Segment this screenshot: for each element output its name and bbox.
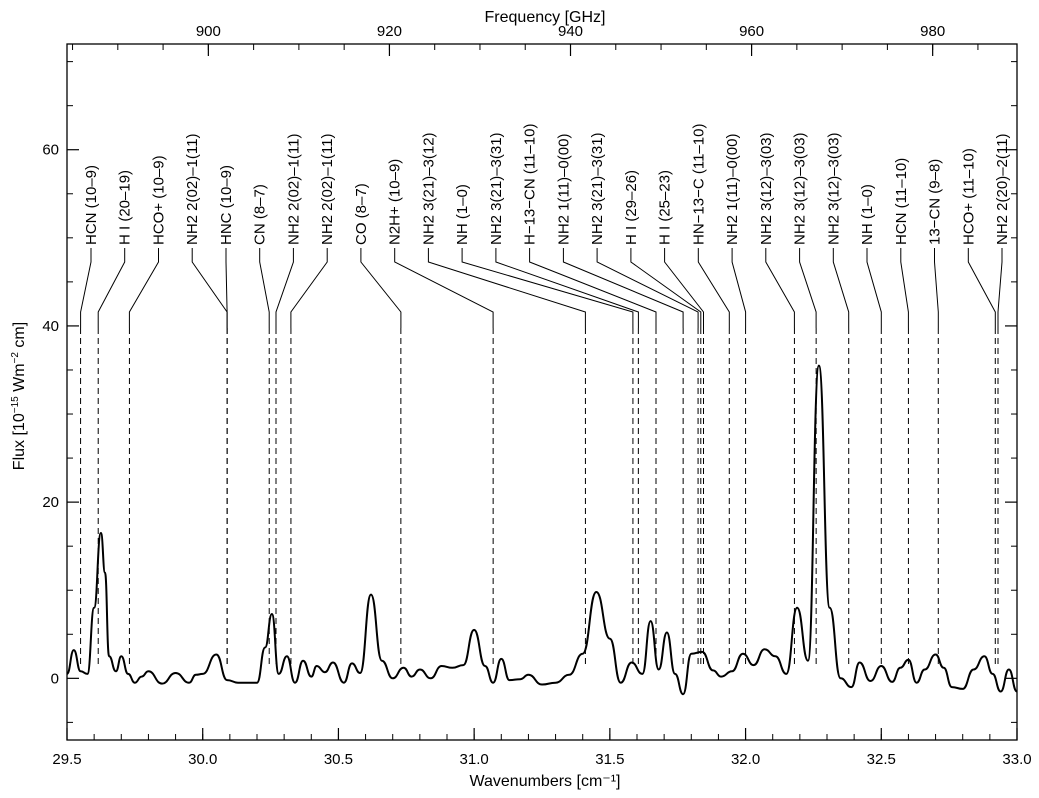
line-leader — [394, 248, 494, 328]
x-tick-label: 32.0 — [731, 751, 760, 768]
y-tick-label: 20 — [42, 494, 59, 511]
line-leader — [900, 248, 909, 328]
x2-tick-label: 900 — [196, 23, 221, 40]
line-leader — [832, 248, 850, 328]
x-tick-label: 31.5 — [595, 751, 624, 768]
line-leader — [562, 248, 684, 328]
line-leader — [664, 248, 704, 328]
line-leader — [128, 248, 159, 328]
x2-tick-label: 980 — [920, 23, 945, 40]
line-label: NH2 3(21)–3(31) — [589, 132, 606, 245]
line-identifications: HCN (10–9) H I (20–19) HCO+ (10–9) NH2 2(02… — [80, 124, 1011, 668]
line-label: N2H+ (10–9) — [387, 159, 404, 245]
line-label: NH (1–0) — [454, 184, 471, 245]
x-tick-label: 30.5 — [324, 751, 353, 768]
x2-tick-label: 960 — [739, 23, 764, 40]
line-label: H I (25–23) — [657, 170, 674, 245]
line-leader — [191, 248, 228, 328]
line-leader — [934, 248, 939, 328]
x-tick-label: 32.5 — [867, 751, 896, 768]
line-leader — [596, 248, 699, 328]
line-label: H−13−CN (11–10) — [522, 124, 539, 245]
line-label: NH2 3(12)–3(03) — [758, 132, 775, 245]
y-tick-label: 0 — [51, 670, 59, 687]
line-label: NH2 3(21)–3(12) — [420, 132, 437, 245]
line-label: CN (8–7) — [252, 184, 269, 245]
line-leader — [495, 248, 639, 328]
axis-ticks: 29.5 30.0 30.5 31.0 31.5 32.0 32.5 33.0 900 920 94… — [42, 23, 1031, 768]
line-leader — [967, 248, 996, 328]
x2-tick-label: 940 — [558, 23, 583, 40]
x-tick-label: 33.0 — [1002, 751, 1031, 768]
line-label: NH (1–0) — [859, 184, 876, 245]
y-axis-title: Flux [10−15 Wm−2 cm] — [10, 322, 28, 470]
line-leader — [290, 248, 328, 328]
line-label: NH2 3(12)–3(03) — [825, 132, 842, 245]
line-label: HN−13−C (11–10) — [690, 124, 707, 245]
line-leader — [997, 248, 1003, 328]
line-leader — [259, 248, 270, 328]
line-label: NH2 1(11)–0(00) — [555, 134, 572, 245]
line-label: HCN (10–9) — [83, 165, 100, 245]
x-tick-label: 29.5 — [52, 751, 81, 768]
line-label: NH2 1(11)–0(00) — [724, 134, 741, 245]
line-label: H I (29–26) — [623, 170, 640, 245]
line-leader — [461, 248, 634, 328]
line-label: NH2 2(02)–1(11) — [184, 134, 201, 245]
line-label: 13−CN (9–8) — [927, 159, 944, 245]
line-leader — [697, 248, 730, 328]
flux-spectrum — [66, 364, 1018, 696]
plot-frame — [66, 43, 1018, 741]
line-leader — [731, 248, 747, 328]
x-tick-label: 30.0 — [188, 751, 217, 768]
x-tick-label: 31.0 — [460, 751, 489, 768]
line-leader — [80, 248, 92, 328]
line-label: NH2 2(02)–1(11) — [319, 134, 336, 245]
x-axis-title: Wavenumbers [cm⁻¹] — [470, 773, 621, 790]
line-label: NH2 3(21)–3(31) — [488, 132, 505, 245]
line-leader — [866, 248, 882, 328]
line-leader — [225, 248, 228, 328]
top-axis-title: Frequency [GHz] — [485, 9, 606, 26]
line-leader — [765, 248, 795, 328]
line-label: HCN (11–10) — [893, 158, 910, 245]
line-label: HNC (10–9) — [218, 165, 235, 245]
y-tick-label: 60 — [42, 142, 59, 159]
line-leader — [529, 248, 657, 328]
line-label: HCO+ (10–9) — [151, 155, 168, 245]
line-label: NH2 3(12)–3(03) — [792, 132, 809, 245]
line-label: HCO+ (11–10) — [960, 148, 977, 245]
line-label: H I (20–19) — [117, 170, 134, 245]
line-label: NH2 2(02)–1(11) — [285, 134, 302, 245]
line-label: CO (8–7) — [353, 183, 370, 245]
line-leader — [360, 248, 402, 328]
line-leader — [275, 248, 294, 328]
x2-tick-label: 920 — [377, 23, 402, 40]
line-label: NH2 2(20)–2(11) — [994, 134, 1011, 245]
line-leader — [97, 248, 126, 328]
line-leader — [799, 248, 817, 328]
y-tick-label: 40 — [42, 318, 59, 335]
line-leader — [630, 248, 702, 328]
line-leader — [427, 248, 586, 328]
